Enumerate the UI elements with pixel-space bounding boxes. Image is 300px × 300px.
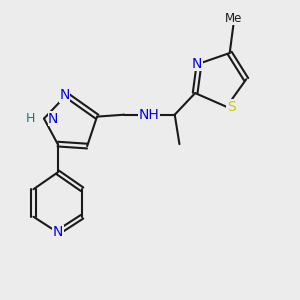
Text: H: H xyxy=(26,112,35,125)
Text: N: N xyxy=(52,225,63,239)
Text: N: N xyxy=(192,57,202,70)
Text: S: S xyxy=(227,100,236,114)
Text: N: N xyxy=(48,112,58,126)
Text: N: N xyxy=(59,88,70,102)
Text: NH: NH xyxy=(138,108,159,122)
Text: Me: Me xyxy=(225,12,242,25)
